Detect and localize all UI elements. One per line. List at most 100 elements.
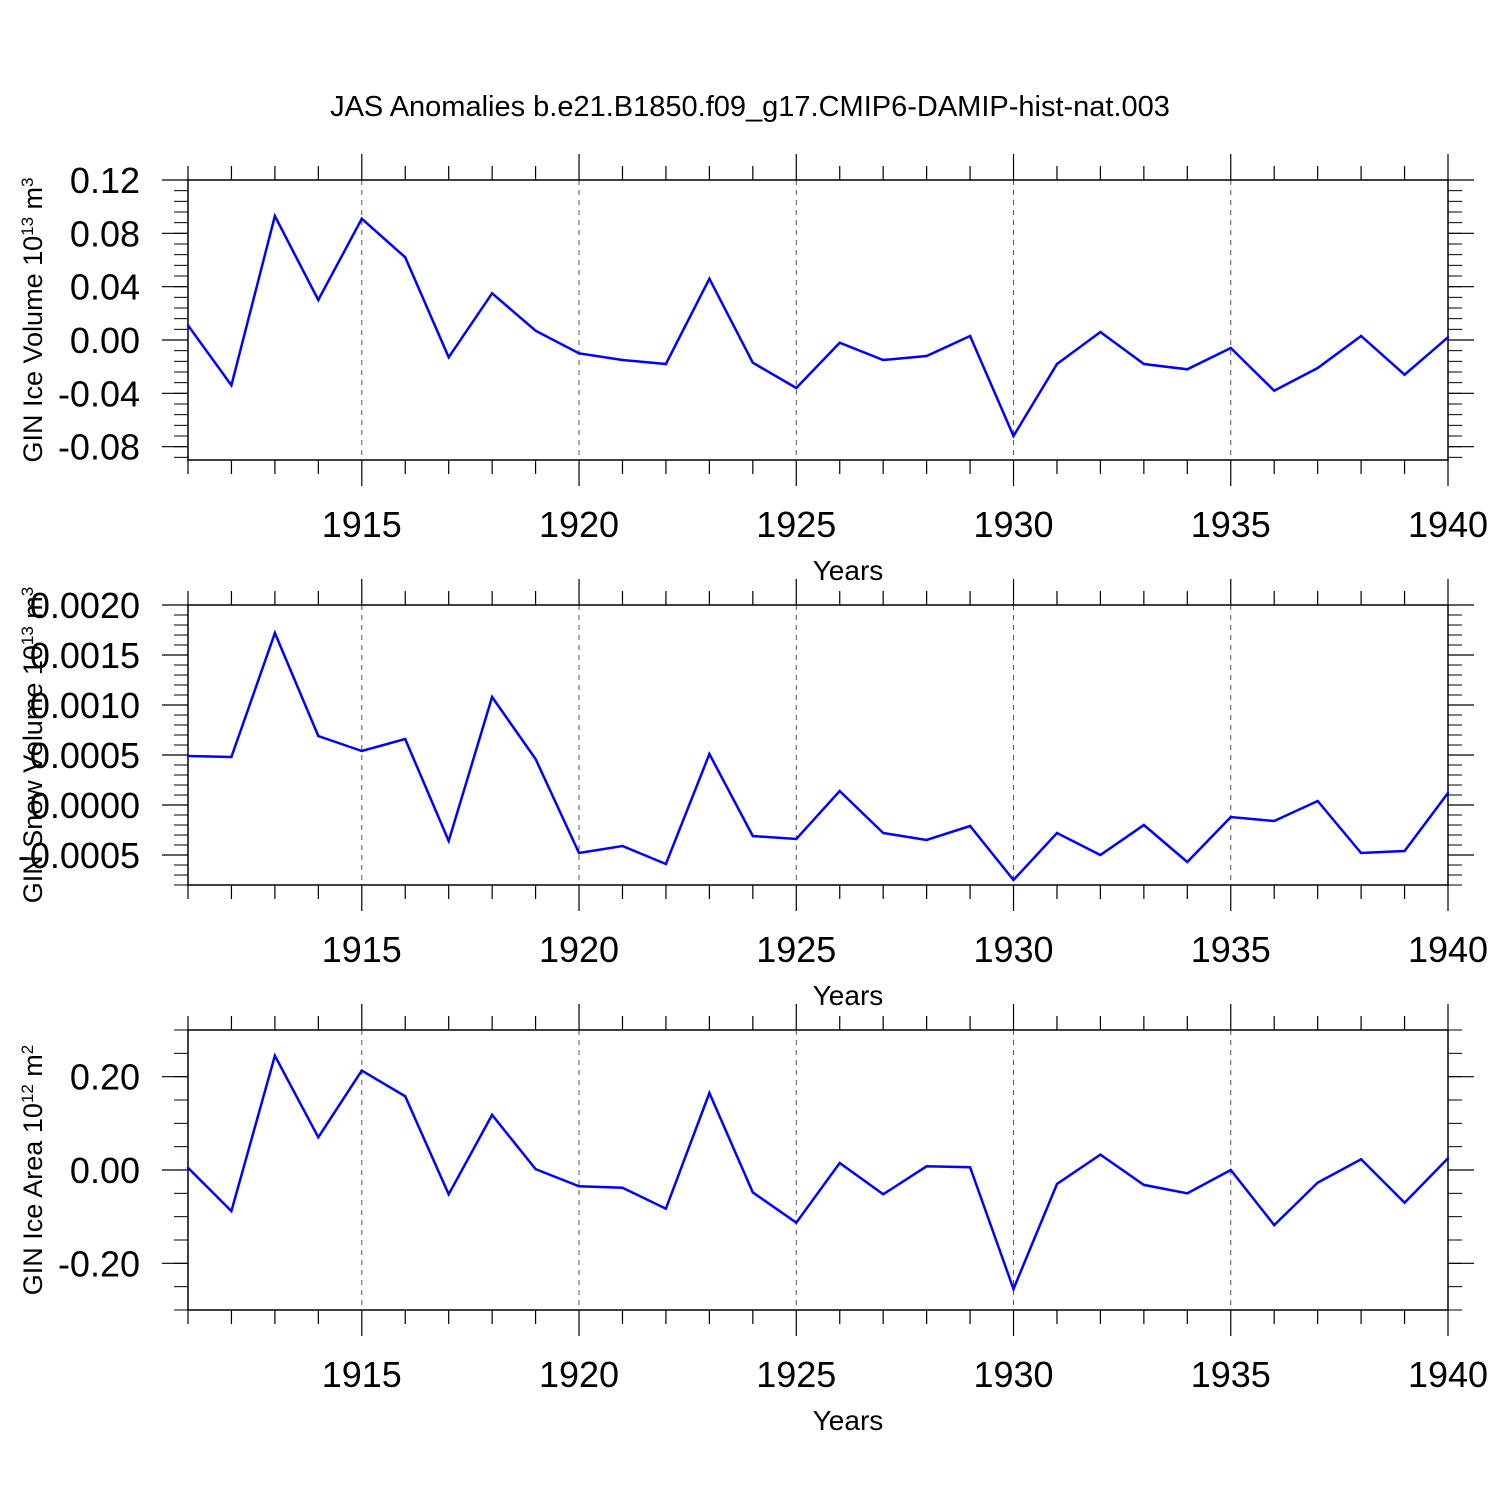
data-point [925,354,928,358]
x-tick-label: 1935 [1191,1354,1271,1395]
data-point [751,834,755,838]
y-tick-label: 0.0015 [30,635,140,676]
data-point [404,737,407,741]
y-tick-label: -0.20 [58,1243,140,1284]
y-tick-label: 0.12 [70,160,140,201]
data-point [360,749,363,753]
x-axis-label: Years [813,980,884,1011]
series-line [187,629,1450,882]
x-tick-label: 1920 [539,929,619,970]
data-point [1186,1192,1189,1195]
data-point [881,1193,885,1196]
data-point [490,695,494,699]
data-point [1229,815,1232,819]
data-point [273,1054,277,1057]
data-point [751,361,755,364]
y-tick-label: 0.20 [70,1057,140,1098]
panels-group: -0.08 -0.04 0.00 0.04 0.08 0.12 1915 1920 1925 19… [18,154,1488,1436]
y-tick-label: 0.08 [70,213,140,254]
x-tick-label: 1920 [539,1354,619,1395]
x-tick-label: 1925 [756,929,836,970]
x-tick-label: 1925 [756,504,836,545]
data-point [1012,878,1015,882]
data-point [751,1191,755,1194]
data-point [317,1136,320,1139]
data-point [360,217,363,220]
x-tick-label: 1930 [973,929,1053,970]
y-tick-label: 0.0010 [30,685,140,726]
x-tick-label: 1915 [322,929,402,970]
data-point [1403,373,1406,376]
y-axis-label: GIN Ice Volume 1013 m3 [18,177,49,462]
data-point [577,352,581,355]
data-point [186,754,190,758]
data-point [1186,368,1189,371]
x-tick-label: 1935 [1191,504,1271,545]
data-point [1316,799,1319,803]
y-tick-label: -0.0005 [18,835,140,876]
x-tick-label: 1940 [1408,504,1488,545]
data-point [1446,1157,1450,1160]
data-point [1316,366,1319,370]
data-point [1055,1182,1059,1186]
panel-3: -0.20 0.00 0.20 1915 1920 1925 1930 1935 1940 Yea… [18,1004,1488,1436]
data-point [1359,1158,1363,1161]
data-point [447,839,450,843]
data-point [447,356,450,359]
data-point [968,334,972,338]
data-point [186,324,190,327]
y-tick-label: 0.00 [70,320,140,361]
data-point [317,734,320,738]
data-point [838,1161,841,1165]
data-point [664,1207,668,1210]
data-point [1273,819,1276,823]
data-point [621,1186,624,1189]
data-point [925,838,928,842]
data-point [1142,362,1146,366]
data-point [1273,1223,1276,1227]
data-point [1142,1183,1146,1187]
data-point [621,358,624,362]
data-point [881,831,885,835]
plot-frame [187,179,1449,461]
y-axis-label: GIN Ice Area 1012 m2 [18,1045,49,1296]
data-point [186,1166,190,1169]
data-point [621,844,624,848]
data-point [1012,1287,1015,1291]
data-point [360,1069,363,1072]
panel-2: -0.0005 0.0000 0.0005 0.0010 0.0015 0.0020 191… [18,579,1488,1011]
data-point [1229,346,1232,350]
y-axis-label: GIN Snow Volume 1013 m3 [18,587,49,904]
data-point [577,851,581,855]
data-point [1273,389,1276,392]
data-point [968,1166,972,1169]
data-point [1186,860,1189,864]
x-tick-label: 1925 [756,1354,836,1395]
data-point [534,1167,537,1171]
y-tick-label: 0.0000 [30,785,140,826]
data-point [490,292,494,295]
x-tick-label: 1940 [1408,929,1488,970]
data-point [838,341,841,344]
chart-title: JAS Anomalies b.e21.B1850.f09_g17.CMIP6-… [330,91,1170,123]
x-tick-label: 1940 [1408,1354,1488,1395]
data-point [534,329,537,332]
x-tick-label: 1930 [973,1354,1053,1395]
panel-1: -0.08 -0.04 0.00 0.04 0.08 0.12 1915 1920 1925 19… [18,154,1488,586]
data-point [1359,851,1363,855]
x-tick-label: 1935 [1191,929,1271,970]
data-point [795,1221,798,1224]
x-axis-label: Years [813,1405,884,1436]
data-point [1099,330,1102,334]
data-point [838,789,841,793]
y-tick-label: -0.04 [58,373,140,414]
x-tick-label: 1915 [322,1354,402,1395]
data-point [1403,1201,1406,1204]
data-point [230,1209,233,1213]
data-point [1099,853,1102,857]
data-point [708,752,711,756]
data-point [1012,434,1015,438]
data-point [1446,791,1450,795]
